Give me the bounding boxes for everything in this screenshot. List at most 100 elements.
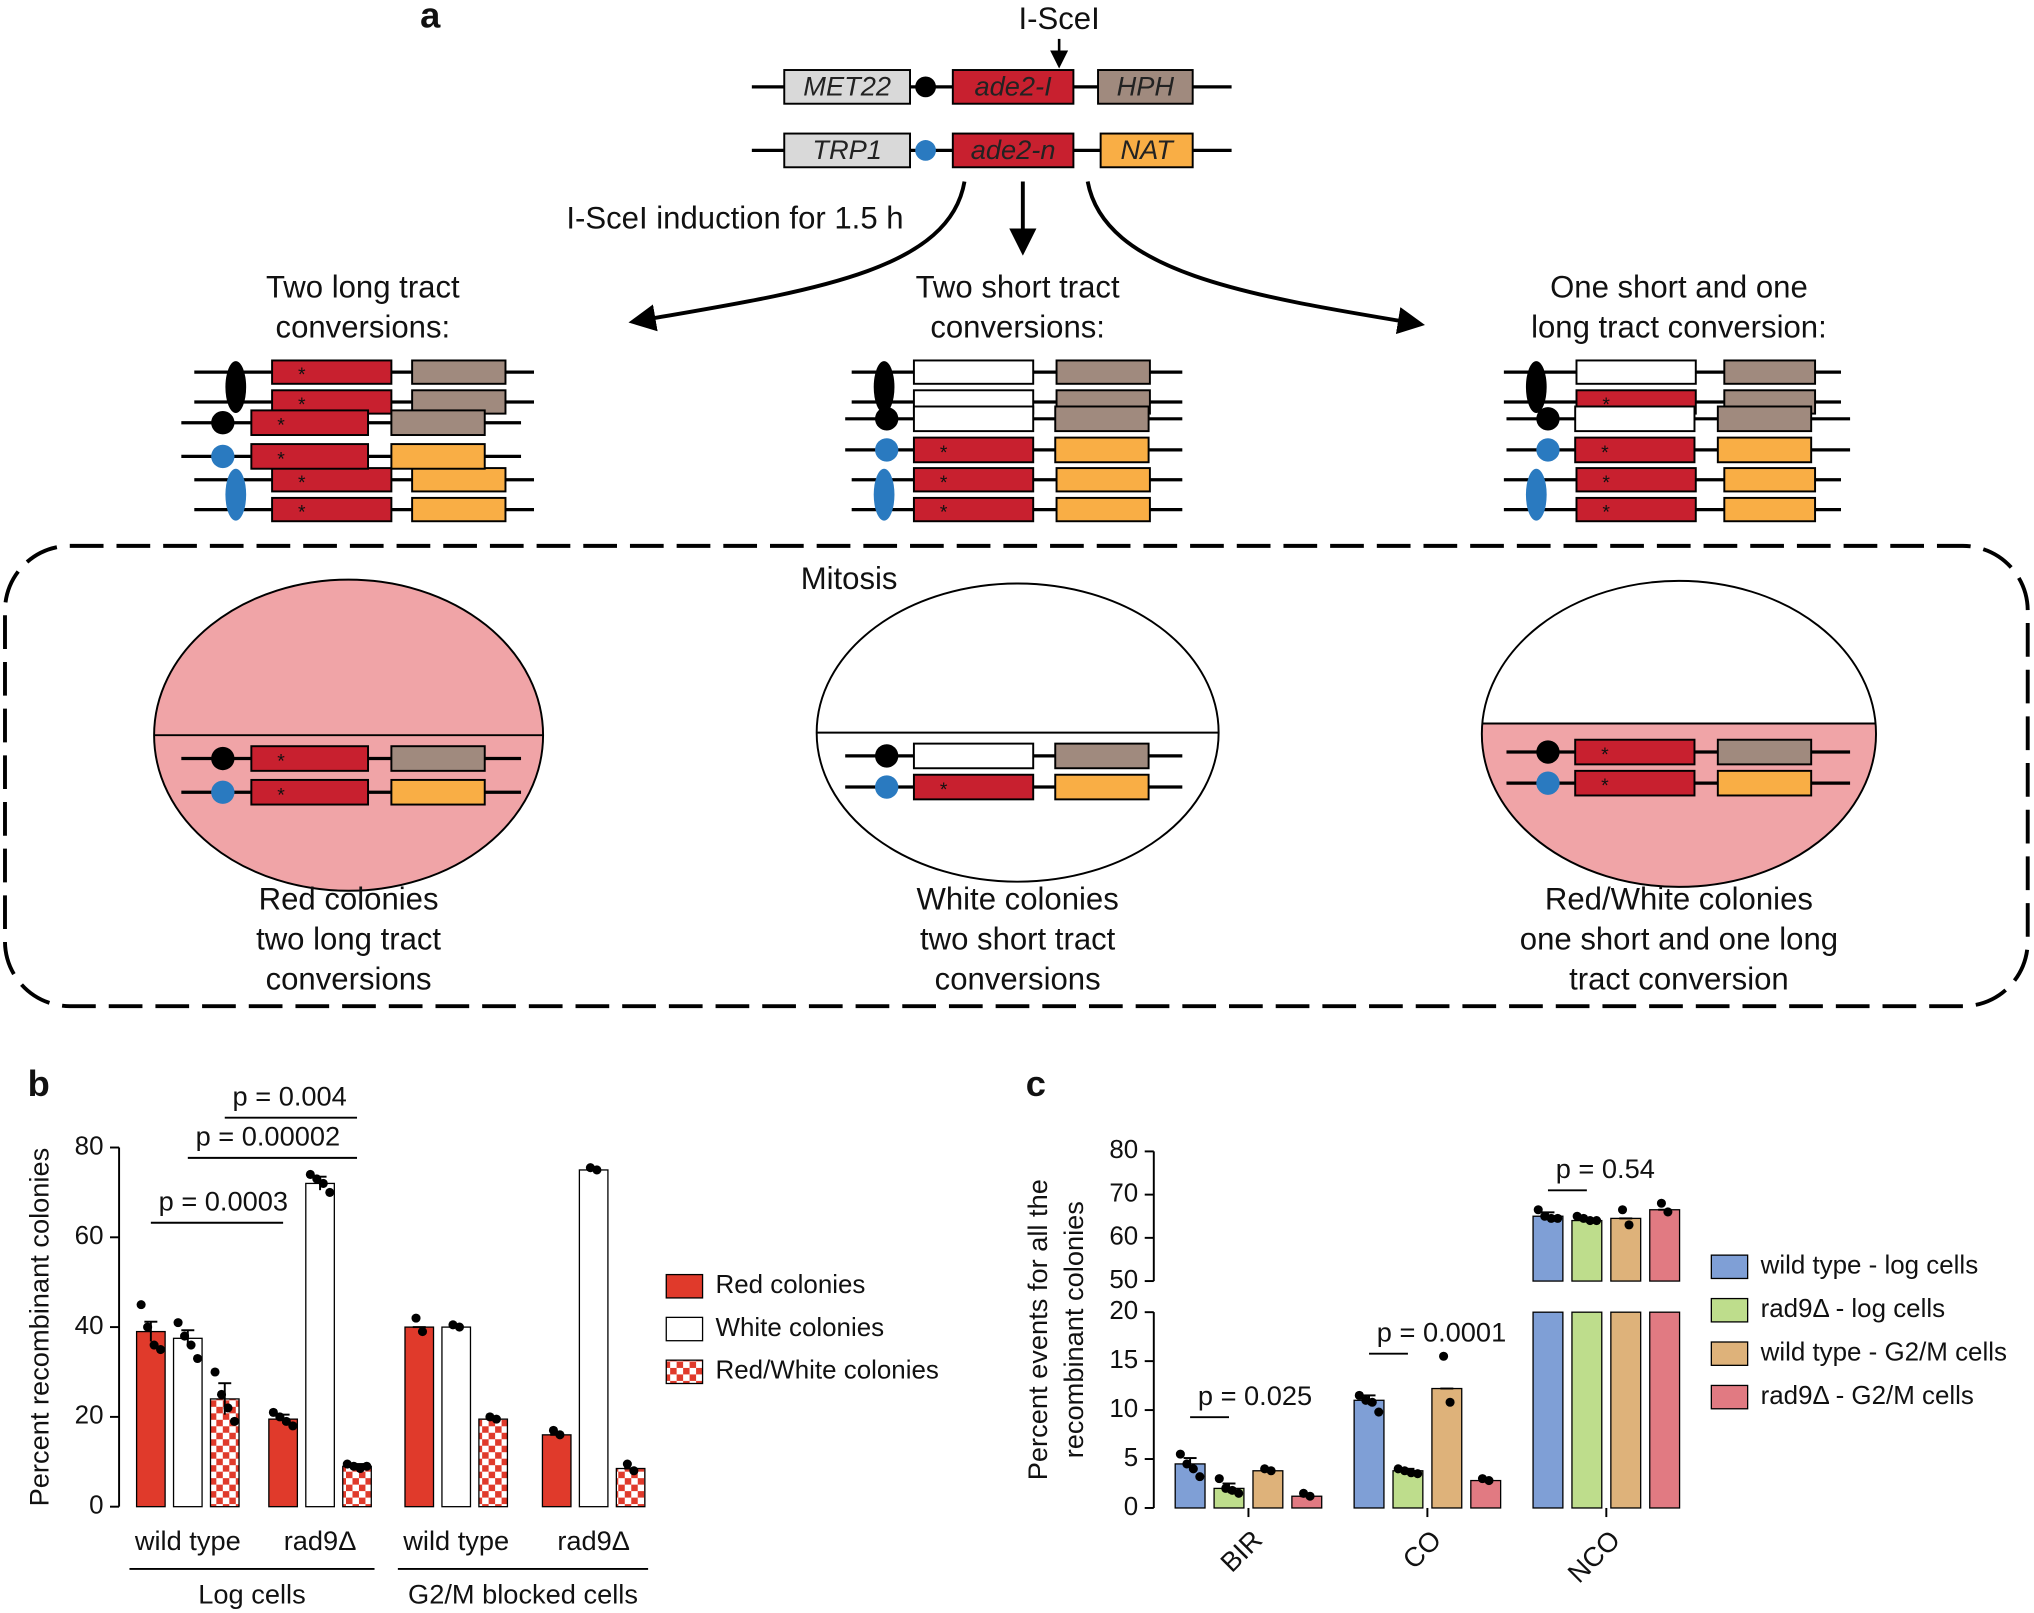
arrow <box>628 181 967 332</box>
legend-swatch <box>1710 1254 1749 1280</box>
data-point <box>318 1178 328 1188</box>
mutation-marker: * <box>940 442 948 464</box>
gene-label: NAT <box>1120 134 1175 165</box>
centromere <box>211 444 235 469</box>
centromere <box>915 140 936 161</box>
gene-box <box>1574 769 1696 797</box>
gene-label: TRP1 <box>812 134 882 165</box>
outcome-title: conversions: <box>276 310 451 345</box>
panel-label: b <box>28 1063 50 1104</box>
colony-caption: White colonies <box>916 881 1118 916</box>
y-tick-label: 40 <box>75 1312 104 1340</box>
outcome-title: long tract conversion: <box>1531 310 1827 345</box>
gene-box <box>1723 359 1817 385</box>
p-value: p = 0.0001 <box>1377 1316 1506 1347</box>
bar <box>1470 1479 1502 1509</box>
x-tick-label: CO <box>1396 1524 1447 1575</box>
bar <box>1571 1311 1603 1509</box>
bar <box>342 1465 372 1508</box>
y-tick-label: 80 <box>1109 1136 1138 1164</box>
centromere <box>915 76 936 98</box>
y-tick-label: 15 <box>1109 1346 1138 1374</box>
data-point <box>1663 1207 1673 1217</box>
data-point <box>1553 1213 1563 1223</box>
data-point <box>149 1340 159 1350</box>
gene-box <box>1055 496 1151 523</box>
mutation-marker: * <box>940 472 948 494</box>
mutation-marker: * <box>277 784 285 806</box>
gene-box <box>1716 405 1813 433</box>
centromere <box>1536 438 1560 462</box>
centromere <box>225 468 247 521</box>
legend-swatch <box>1710 1297 1749 1323</box>
centromere <box>225 361 247 413</box>
gene-box <box>250 745 370 772</box>
y-axis-label: Percent events for all the <box>1022 1179 1053 1480</box>
data-point <box>1656 1198 1666 1208</box>
data-point <box>1234 1488 1244 1498</box>
bar <box>404 1326 435 1508</box>
mutation-marker: * <box>1602 502 1610 524</box>
gene-box <box>390 745 486 772</box>
gene-box <box>912 496 1035 523</box>
gene-box <box>390 778 486 806</box>
gene-box <box>912 359 1035 385</box>
data-point <box>180 1331 190 1341</box>
legend-label: Red colonies <box>716 1271 866 1299</box>
gene-box <box>1723 467 1817 493</box>
data-point <box>1585 1216 1595 1226</box>
colony-caption: tract conversion <box>1569 962 1789 997</box>
gene-label: MET22 <box>803 70 891 101</box>
bar <box>1252 1470 1284 1509</box>
data-point <box>622 1459 632 1469</box>
gene-box <box>1575 359 1697 385</box>
panel-label: a <box>420 0 441 36</box>
bar <box>172 1337 203 1508</box>
data-point <box>312 1174 322 1184</box>
data-point <box>275 1412 285 1422</box>
colony-caption: conversions <box>935 962 1101 997</box>
data-point <box>1592 1216 1602 1226</box>
data-point <box>1624 1220 1634 1230</box>
gene-box <box>1716 769 1813 797</box>
gene-box <box>912 436 1035 464</box>
data-point <box>305 1169 315 1179</box>
y-tick-label: 70 <box>1109 1179 1138 1207</box>
bar <box>1649 1311 1681 1509</box>
legend-label: rad9Δ - log cells <box>1761 1295 1945 1323</box>
gene-box <box>1574 738 1696 766</box>
gene-box <box>390 409 486 436</box>
centromere <box>211 411 235 435</box>
centromere <box>873 361 895 413</box>
mutation-marker: * <box>298 502 306 524</box>
x-tick-label: rad9Δ <box>557 1525 630 1556</box>
data-point <box>192 1353 203 1364</box>
centromere <box>1536 407 1560 431</box>
induction-label: I-SceI induction for 1.5 h <box>566 201 903 236</box>
outcome-title: Two long tract <box>266 269 460 304</box>
p-value: p = 0.004 <box>233 1080 347 1111</box>
colony-caption: conversions <box>266 962 432 997</box>
bar <box>1392 1470 1424 1509</box>
y-tick-label: 5 <box>1124 1444 1138 1472</box>
mutation-marker: * <box>1601 775 1609 797</box>
bar <box>268 1418 299 1508</box>
mutation-marker: * <box>298 394 306 416</box>
gene-box <box>1054 742 1150 770</box>
colony-caption: Red/White colonies <box>1545 881 1813 916</box>
bar <box>135 1330 166 1508</box>
data-point <box>210 1367 220 1377</box>
data-point <box>362 1461 372 1471</box>
legend-label: wild type - G2/M cells <box>1760 1339 2007 1367</box>
gene-box <box>411 359 507 385</box>
gene-box <box>271 496 393 523</box>
data-point <box>629 1466 639 1476</box>
x-tick-label: wild type <box>134 1525 241 1556</box>
y-tick-label: 0 <box>1124 1493 1138 1521</box>
gene-box <box>1054 436 1150 464</box>
data-point <box>229 1416 240 1426</box>
bar <box>209 1398 240 1508</box>
data-point <box>1374 1407 1384 1417</box>
data-point <box>1546 1213 1556 1223</box>
gene-box <box>411 496 507 523</box>
